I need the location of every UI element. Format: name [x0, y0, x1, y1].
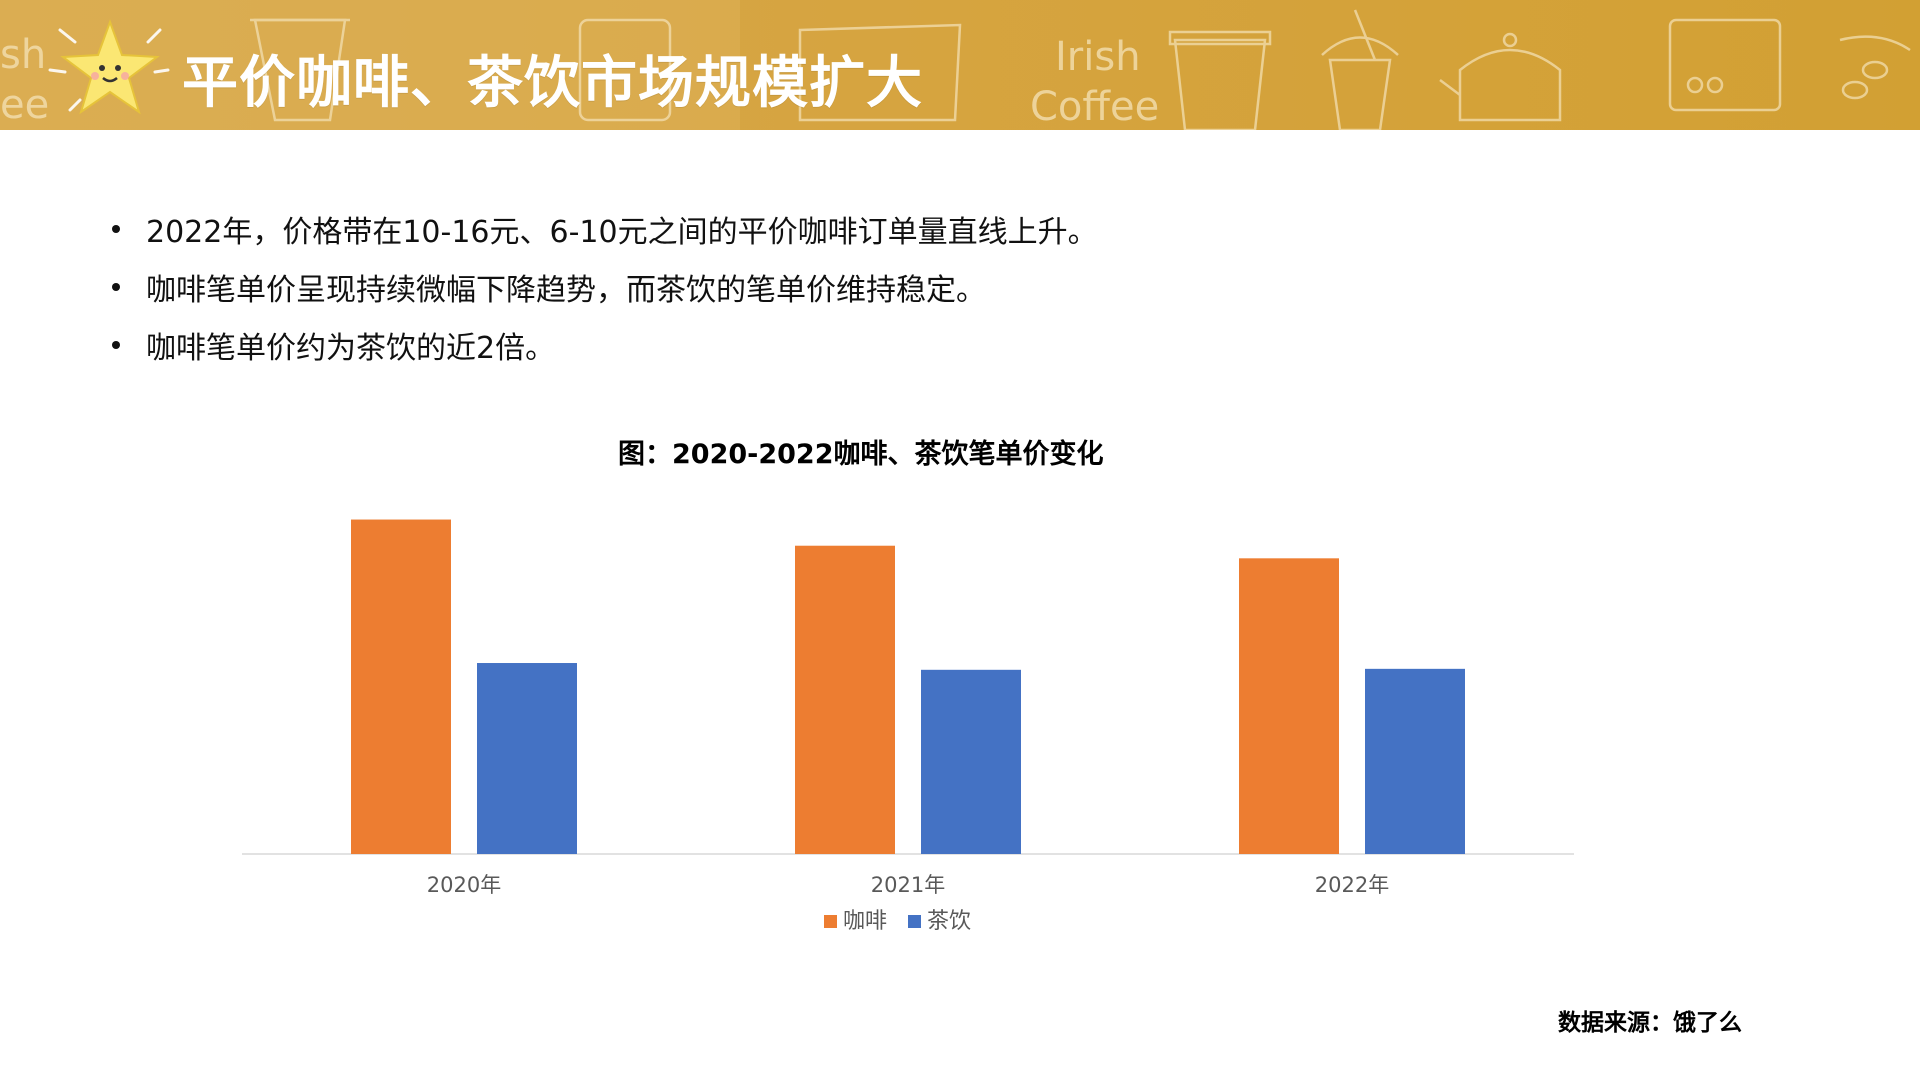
- coffee-doodle-background: Irish Coffee sh ee: [0, 0, 1911, 130]
- bullet-dot-icon: [112, 225, 120, 233]
- x-tick-label: 2022年: [1315, 873, 1389, 897]
- bullet-text: 咖啡笔单价呈现持续微幅下降趋势，而茶饮的笔单价维持稳定。: [146, 273, 986, 308]
- svg-text:Irish: Irish: [1055, 34, 1141, 80]
- svg-text:Coffee: Coffee: [1030, 84, 1159, 130]
- svg-text:sh: sh: [0, 32, 46, 78]
- bullet-dot-icon: [112, 283, 120, 291]
- bar-茶饮-2020年: [477, 663, 577, 854]
- bullet-text: 咖啡笔单价约为茶饮的近2倍。: [146, 331, 556, 366]
- bullet-item: 咖啡笔单价呈现持续微幅下降趋势，而茶饮的笔单价维持稳定。: [108, 258, 1808, 316]
- legend-label-咖啡: 咖啡: [843, 909, 887, 934]
- page-title: 平价咖啡、茶饮市场规模扩大: [182, 51, 923, 116]
- legend-label-茶饮: 茶饮: [927, 909, 971, 934]
- x-tick-label: 2020年: [427, 873, 501, 897]
- bar-咖啡-2022年: [1239, 558, 1339, 854]
- bullet-item: 2022年，价格带在10-16元、6-10元之间的平价咖啡订单量直线上升。: [108, 200, 1808, 258]
- bar-茶饮-2022年: [1365, 668, 1465, 854]
- bar-茶饮-2021年: [921, 669, 1021, 854]
- bullet-list: 2022年，价格带在10-16元、6-10元之间的平价咖啡订单量直线上升。 咖啡…: [108, 200, 1808, 374]
- legend-swatch-咖啡: [824, 915, 837, 928]
- chart-title: 图：2020-2022咖啡、茶饮笔单价变化: [618, 439, 1104, 470]
- star-mascot-icon: [48, 19, 170, 115]
- legend-swatch-茶饮: [908, 915, 921, 928]
- bullet-item: 咖啡笔单价约为茶饮的近2倍。: [108, 316, 1808, 374]
- x-tick-label: 2021年: [871, 873, 945, 897]
- bullet-text: 2022年，价格带在10-16元、6-10元之间的平价咖啡订单量直线上升。: [146, 215, 1098, 250]
- bullet-dot-icon: [112, 341, 120, 349]
- bar-咖啡-2020年: [351, 519, 451, 854]
- data-source-note: 数据来源：饿了么: [1558, 1010, 1742, 1036]
- svg-text:ee: ee: [0, 82, 49, 128]
- bar-咖啡-2021年: [795, 545, 895, 854]
- header-banner: Irish Coffee sh ee 平价咖啡、茶饮市场规模扩大: [0, 0, 1920, 130]
